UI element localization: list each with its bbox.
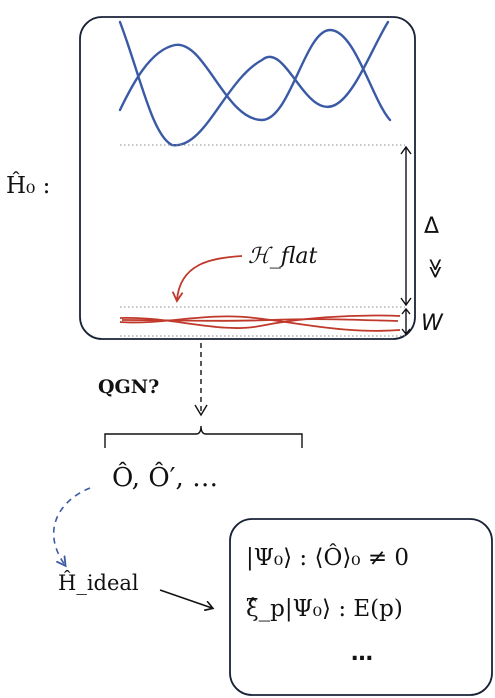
qgn-arrowhead bbox=[194, 404, 208, 417]
dispersive-bands bbox=[118, 20, 392, 147]
energy-reference-lines bbox=[120, 144, 405, 337]
flat-band-2 bbox=[119, 315, 401, 332]
dispersive-band-1 bbox=[118, 20, 390, 147]
ideal-pointer-arrow bbox=[53, 487, 91, 565]
much-greater-symbol: ≫ bbox=[424, 258, 448, 279]
ellipsis: … bbox=[351, 641, 373, 666]
flat-band-label: ℋ_flat bbox=[248, 244, 318, 269]
hamiltonian-label: Ĥ₀ : bbox=[6, 172, 50, 199]
flat-bands bbox=[119, 314, 401, 332]
results-box bbox=[229, 518, 493, 696]
bandwidth-label: W bbox=[421, 311, 444, 336]
flat-band-3 bbox=[121, 318, 399, 322]
ideal-to-results-arrow bbox=[159, 589, 212, 608]
band-structure-box bbox=[79, 16, 416, 340]
ground-state-order-line: |Ψ₀⟩ : ⟨Ô⟩₀ ≠ 0 bbox=[246, 544, 409, 571]
ideal-hamiltonian-label: Ĥ_ideal bbox=[58, 571, 139, 595]
flat-band-pointer-arrow bbox=[177, 255, 243, 300]
qgn-question-label: QGN? bbox=[98, 376, 159, 398]
excitation-energy-line: ξ̂_p|Ψ₀⟩ : E(p) bbox=[246, 596, 403, 622]
gap-label: Δ bbox=[424, 214, 439, 239]
operators-brace bbox=[104, 425, 303, 448]
bandwidth-arrow bbox=[401, 307, 411, 336]
dispersive-band-2 bbox=[118, 28, 392, 122]
gap-arrow bbox=[400, 145, 412, 307]
operators-label: Ô, Ô′, … bbox=[112, 461, 218, 493]
